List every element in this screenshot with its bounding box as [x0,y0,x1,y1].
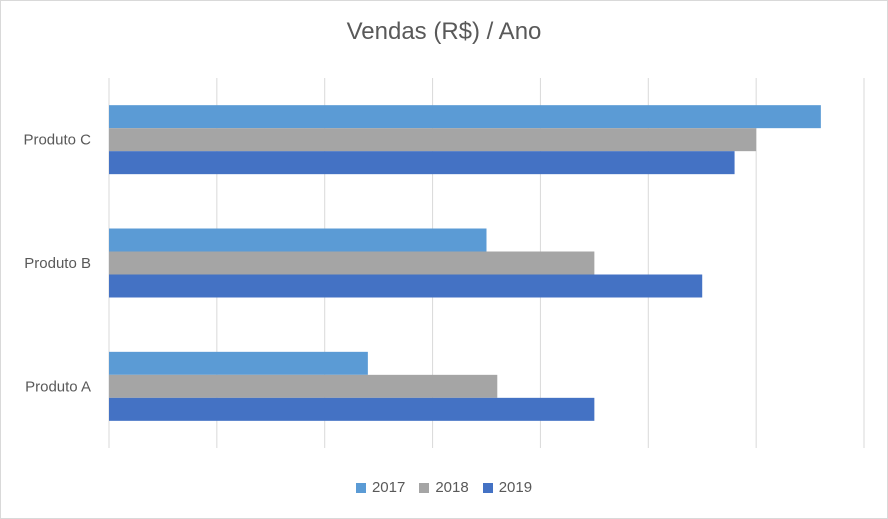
category-labels: Produto A Produto B Produto C [23,132,91,396]
legend-swatch [482,482,493,493]
legend-swatch [419,482,430,493]
legend-item-2017: 2017 [355,479,406,496]
bars [109,105,821,421]
category-label: Produto B [24,255,91,272]
legend-label: 2019 [498,479,533,496]
bar-produto-c-2019 [109,151,735,175]
category-label: Produto A [25,378,91,395]
chart-title: Vendas (R$) / Ano [346,18,542,45]
bar-produto-a-2019 [109,397,595,421]
legend: 2017 2018 2019 [0,479,888,496]
legend-item-2018: 2018 [419,479,469,496]
legend-label: 2018 [435,479,469,496]
legend-label: 2017 [371,479,406,496]
bar-produto-b-2018 [109,251,595,275]
bar-produto-a-2018 [109,374,498,398]
bar-produto-c-2017 [109,105,821,129]
legend-swatch [355,482,366,493]
bar-produto-c-2018 [109,128,757,152]
legend-item-2019: 2019 [482,479,533,496]
bar-produto-b-2019 [109,274,703,298]
bar-produto-b-2017 [109,228,487,252]
bar-produto-a-2017 [109,351,368,375]
category-label: Produto C [23,132,91,149]
